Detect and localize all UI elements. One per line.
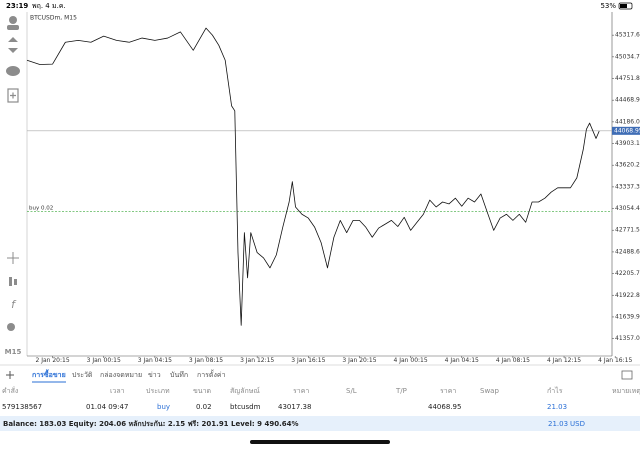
y-tick-label: 43054.40: [615, 205, 640, 212]
cell[interactable]: 0.02: [196, 403, 212, 411]
new-order-plus: [10, 92, 16, 99]
currency: USD: [570, 420, 585, 428]
tab[interactable]: การซื้อขาย: [32, 368, 66, 379]
column-header: หมายเหตุ: [612, 387, 640, 395]
y-tick-label: 41639.90: [615, 313, 640, 320]
total-profit: 21.03: [548, 420, 568, 428]
y-tick-label: 43903.10: [615, 140, 640, 147]
timeframe[interactable]: M15: [5, 348, 22, 356]
y-tick-label: 45317.60: [615, 32, 640, 39]
y-tick-label: 44468.90: [615, 97, 640, 104]
cell[interactable]: 01.04 09:47: [86, 403, 128, 411]
panel-toggle[interactable]: [621, 370, 633, 380]
x-tick-label: 3 Jan 04:15: [138, 357, 172, 364]
cell[interactable]: 43017.38: [278, 403, 311, 411]
price-tag-label: 44068.95: [614, 127, 640, 134]
column-header: Swap: [480, 387, 499, 395]
x-tick-label: 4 Jan 00:15: [394, 357, 428, 364]
column-header: ขนาด: [193, 387, 211, 395]
tabs: การซื้อขาย ประวัติ กล่องจดหมาย ข่าว บันทึก กา…: [32, 368, 226, 383]
column-header: ราคา: [440, 387, 456, 395]
balance-text: Balance: 183.03 Equity: 204.06 หลักประกั…: [3, 420, 298, 428]
y-tick-label: 42205.70: [615, 270, 640, 277]
y-tick-label: 44186.00: [615, 118, 640, 125]
battery-fill: [620, 4, 627, 8]
x-tick-label: 3 Jan 16:15: [291, 357, 325, 364]
toolbar: f M15: [5, 16, 22, 356]
tab[interactable]: กล่องจดหมาย: [100, 371, 142, 379]
column-header: ราคา: [293, 387, 309, 395]
y-tick-label: 41357.00: [615, 335, 640, 342]
status-time: 23:19: [6, 2, 28, 10]
x-tick-label: 4 Jan 16:15: [598, 357, 632, 364]
tab[interactable]: บันทึก: [170, 370, 188, 379]
battery-icon: [618, 2, 633, 10]
add-button[interactable]: [6, 371, 14, 379]
cell[interactable]: 44068.95: [428, 403, 461, 411]
y-tick-label: 41922.80: [615, 292, 640, 299]
x-tick-label: 2 Jan 20:15: [35, 357, 69, 364]
y-tick-label: 45034.70: [615, 53, 640, 60]
cell[interactable]: 579138567: [2, 403, 42, 411]
x-tick-label: 3 Jan 20:15: [342, 357, 376, 364]
x-tick-label: 4 Jan 08:15: [496, 357, 530, 364]
price-line-series: [26, 27, 600, 326]
x-tick-label: 3 Jan 00:15: [87, 357, 121, 364]
x-tick-label: 4 Jan 12:15: [547, 357, 581, 364]
chart: 45317.60 45034.70 44751.80 44468.90 44186.00…: [26, 12, 640, 364]
price-tag: [612, 126, 640, 135]
tab[interactable]: การตั้งค่า: [197, 368, 226, 379]
x-tick-label: 3 Jan 12:15: [240, 357, 274, 364]
column-header: เวลา: [110, 387, 125, 395]
y-tick-label: 42771.50: [615, 227, 640, 234]
column-header: ประเภท: [146, 387, 170, 395]
crosshair-icon[interactable]: [7, 252, 19, 264]
y-tick-label: 42488.60: [615, 248, 640, 255]
y-tick-label: 43620.20: [615, 162, 640, 169]
column-header: สัญลักษณ์: [230, 387, 260, 395]
account-icon-body: [7, 25, 19, 30]
cell[interactable]: 21.03: [547, 403, 567, 411]
status-date: พฤ. 4 ม.ค.: [32, 2, 66, 10]
trade-table: คำสั่ง เวลา ประเภท ขนาด สัญลักษณ์ ราคา S/L T/P ร…: [2, 386, 640, 411]
y-tick-label: 44751.80: [615, 75, 640, 82]
tab[interactable]: ประวัติ: [72, 371, 93, 379]
column-header: คำสั่ง: [2, 386, 18, 395]
home-indicator: [250, 440, 390, 444]
objects-icon[interactable]: [7, 323, 15, 331]
battery-level: 53%: [600, 2, 616, 10]
tab[interactable]: ข่าว: [148, 371, 161, 379]
x-tick-label: 3 Jan 08:15: [189, 357, 223, 364]
cell[interactable]: btcusdm: [230, 403, 261, 411]
column-header: T/P: [395, 387, 407, 395]
quotes-icon[interactable]: [8, 37, 18, 53]
x-tick-label: 4 Jan 04:15: [445, 357, 479, 364]
column-header: S/L: [346, 387, 357, 395]
candles-icon-b: [14, 279, 17, 285]
column-header: กำไร: [547, 386, 563, 395]
balance-bar: [0, 416, 640, 431]
y-tick-label: 43337.30: [615, 183, 640, 190]
new-order-icon[interactable]: [7, 88, 19, 103]
chat-icon[interactable]: [6, 66, 20, 76]
account-icon[interactable]: [9, 16, 17, 24]
cell[interactable]: buy: [157, 403, 170, 411]
chart-title: BTCUSDm, M15: [30, 15, 77, 22]
indicators-icon[interactable]: f: [11, 298, 17, 311]
candles-icon[interactable]: [9, 277, 12, 286]
order-label: buy 0.02: [29, 205, 53, 211]
